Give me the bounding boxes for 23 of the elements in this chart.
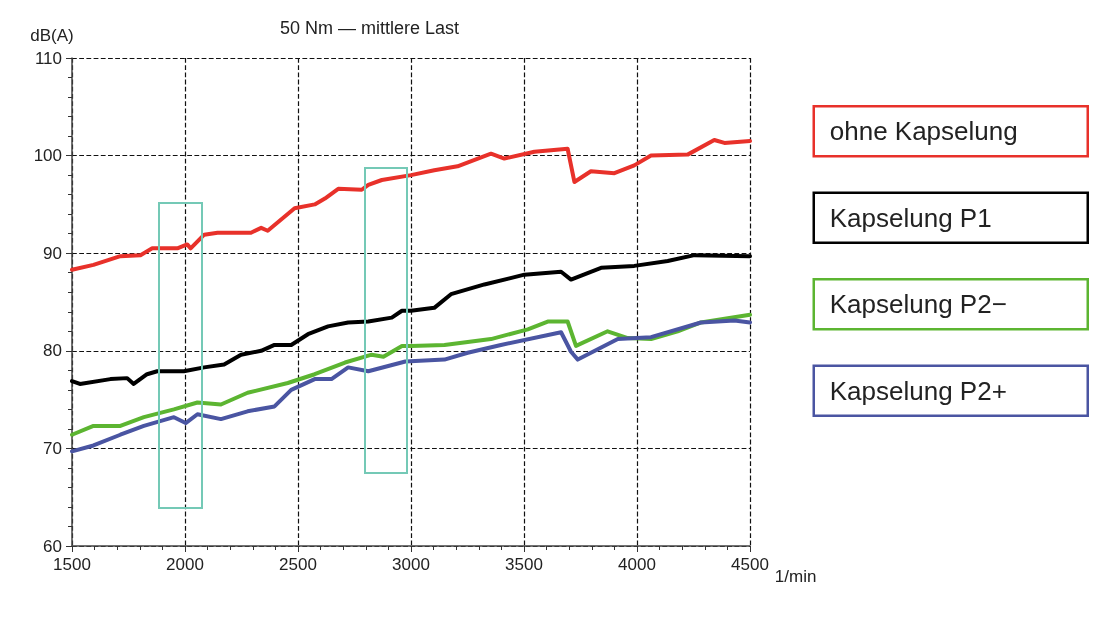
x-tick-label: 3000 — [392, 555, 430, 574]
text: Kapselung P2− — [829, 289, 1007, 320]
line-series — [70, 137, 752, 272]
line-series — [70, 253, 752, 386]
line-series — [70, 318, 752, 454]
x-tick-label: 1500 — [53, 555, 91, 574]
x-tick-label: 4500 — [731, 555, 769, 574]
y-axis-title: dB(A) — [30, 26, 74, 45]
y-tick-label: 110 — [34, 48, 62, 68]
chart-title: 50 Nm — mittlere Last — [280, 18, 460, 38]
y-tick-label: 100 — [33, 146, 62, 166]
y-tick-label: 80 — [43, 341, 62, 361]
text: ohne Kapselung — [829, 116, 1018, 147]
x-tick-label: 3500 — [505, 555, 543, 574]
y-tick-label: 70 — [43, 438, 62, 458]
text: Kapselung P2+ — [829, 375, 1007, 406]
x-axis-title: 1/min — [774, 567, 817, 586]
y-tick-label: 60 — [43, 536, 62, 556]
text: Kapselung P1 — [829, 202, 992, 233]
y-tick-label: 90 — [43, 243, 62, 263]
x-tick-label: 4000 — [618, 555, 656, 574]
x-tick-label: 2000 — [166, 555, 204, 574]
x-tick-label: 2500 — [279, 555, 317, 574]
